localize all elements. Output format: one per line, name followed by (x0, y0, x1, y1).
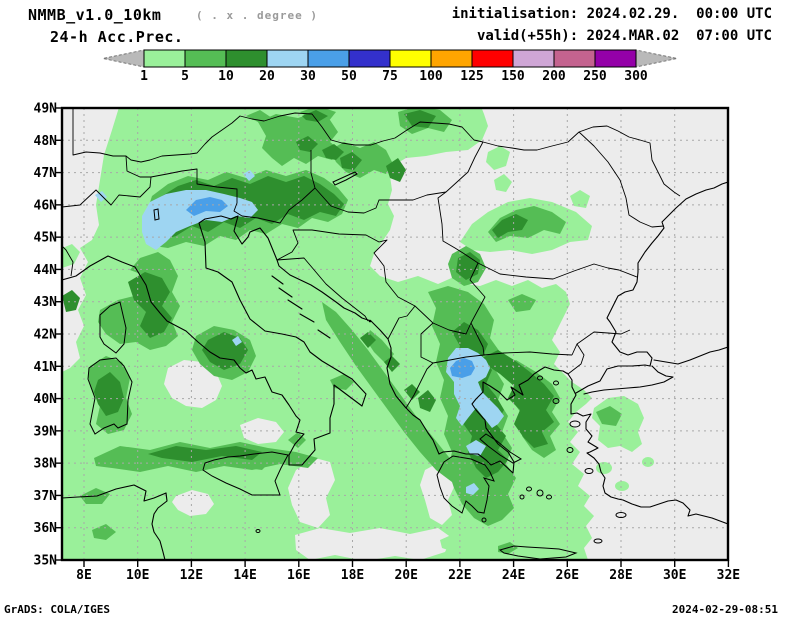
lon-tick-label: 20E (394, 568, 417, 583)
precipitation-map: 49N 48N 47N 46N 45N 44N 43N 42N 41N 40N 39N 38N 37N 3… (34, 102, 741, 584)
colorbar-tick-label: 20 (259, 69, 275, 84)
grads-attribution: GrADS: COLA/IGES (4, 603, 110, 616)
lat-tick-label: 46N (34, 198, 58, 213)
lat-tick-label: 45N (34, 231, 58, 246)
precip-alps-blue-core (186, 197, 228, 216)
colorbar-segment (389, 49, 432, 68)
peloponnese (436, 455, 495, 514)
colorbar-segment (266, 49, 309, 68)
page-title: NMMB_v1.0_10km (28, 6, 162, 24)
valid-time: valid(+55h): 2024.MAR.02 07:00 UTC (476, 28, 772, 44)
lon-tick-label: 8E (76, 568, 92, 583)
colorbar-tick-label: 75 (382, 69, 398, 84)
lon-tick-label: 30E (663, 568, 686, 583)
colorbar-segment (348, 49, 391, 68)
initialisation-time: initialisation: 2024.02.29. 00:00 UTC (451, 6, 772, 22)
lon-tick-label: 32E (717, 568, 740, 583)
lake-garda (153, 208, 160, 221)
coastline-mainland (62, 215, 728, 525)
lat-tick-label: 39N (34, 424, 58, 439)
precip-greece-blue-core (450, 358, 475, 378)
colorbar-segment (225, 49, 268, 68)
map-axes: 49N 48N 47N 46N 45N 44N 43N 42N 41N 40N 39N 38N 37N 3… (34, 102, 741, 584)
colorbar-segment (553, 49, 596, 68)
coastlines-and-borders (62, 108, 728, 560)
lon-tick-label: 24E (502, 568, 525, 583)
colorbar-tick-label: 125 (460, 69, 483, 84)
borders-balkans (276, 131, 665, 409)
island-sicily (202, 451, 289, 496)
lon-tick-label: 10E (126, 568, 149, 583)
lat-tick-label: 35N (34, 554, 58, 569)
colorbar-legend: 1 5 10 20 30 50 75 100 125 150 200 250 300 (102, 49, 678, 84)
lon-tick-label: 26E (556, 568, 579, 583)
colorbar-segment (143, 49, 186, 68)
colorbar-tick-label: 150 (501, 69, 525, 84)
lat-tick-label: 38N (34, 457, 58, 472)
title-resolution-note: ( . x . degree ) (196, 9, 318, 22)
lat-tick-label: 41N (34, 360, 58, 375)
colorbar-left-arrow (102, 49, 145, 68)
lat-tick-label: 43N (34, 295, 58, 310)
dry-hole-tyrrhenian (164, 360, 222, 408)
lat-tick-label: 37N (34, 489, 58, 504)
colorbar-segment (471, 49, 514, 68)
colorbar-segment (307, 49, 350, 68)
lat-tick-label: 36N (34, 521, 58, 536)
precip-dinaric (322, 302, 462, 482)
coastline-africa (62, 484, 168, 560)
lake-balaton (332, 171, 358, 186)
borders-alpine (62, 141, 484, 277)
island-euboea (479, 433, 523, 464)
lon-tick-label: 28E (609, 568, 632, 583)
colorbar-tick-label: 300 (624, 69, 648, 84)
colorbar-tick-label: 50 (341, 69, 357, 84)
lon-tick-label: 22E (448, 568, 471, 583)
lat-tick-label: 49N (34, 102, 58, 117)
lat-tick-label: 44N (34, 263, 58, 278)
colorbar-tick-label: 30 (300, 69, 316, 84)
lat-tick-label: 48N (34, 134, 58, 149)
lon-tick-label: 18E (341, 568, 364, 583)
colorbar-tick-label: 200 (542, 69, 566, 84)
creation-timestamp: 2024-02-29-08:51 (672, 603, 778, 616)
island-sardinia (87, 357, 133, 435)
borders-north (72, 108, 681, 197)
lon-tick-label: 12E (180, 568, 203, 583)
colorbar-segment (184, 49, 227, 68)
colorbar-segment (594, 49, 637, 68)
colorbar-right-arrow (635, 49, 678, 68)
coastline-blacksea (575, 181, 728, 394)
lon-tick-label: 16E (287, 568, 310, 583)
colorbar-tick-label: 10 (218, 69, 234, 84)
precip-tuscany-dark (128, 272, 172, 338)
colorbar-segment (430, 49, 473, 68)
colorbar-tick-label: 5 (181, 69, 189, 84)
island-corsica (99, 301, 127, 354)
colorbar-tick-label: 1 (140, 69, 148, 84)
colorbar-tick-label: 100 (419, 69, 443, 84)
page-subtitle: 24-h Acc.Prec. (50, 28, 184, 46)
colorbar-tick-label: 250 (583, 69, 607, 84)
lat-tick-label: 47N (34, 166, 58, 181)
lat-tick-label: 40N (34, 392, 58, 407)
lat-tick-label: 42N (34, 328, 58, 343)
colorbar-segment (512, 49, 555, 68)
lon-tick-label: 14E (233, 568, 256, 583)
island-crete (498, 545, 578, 560)
